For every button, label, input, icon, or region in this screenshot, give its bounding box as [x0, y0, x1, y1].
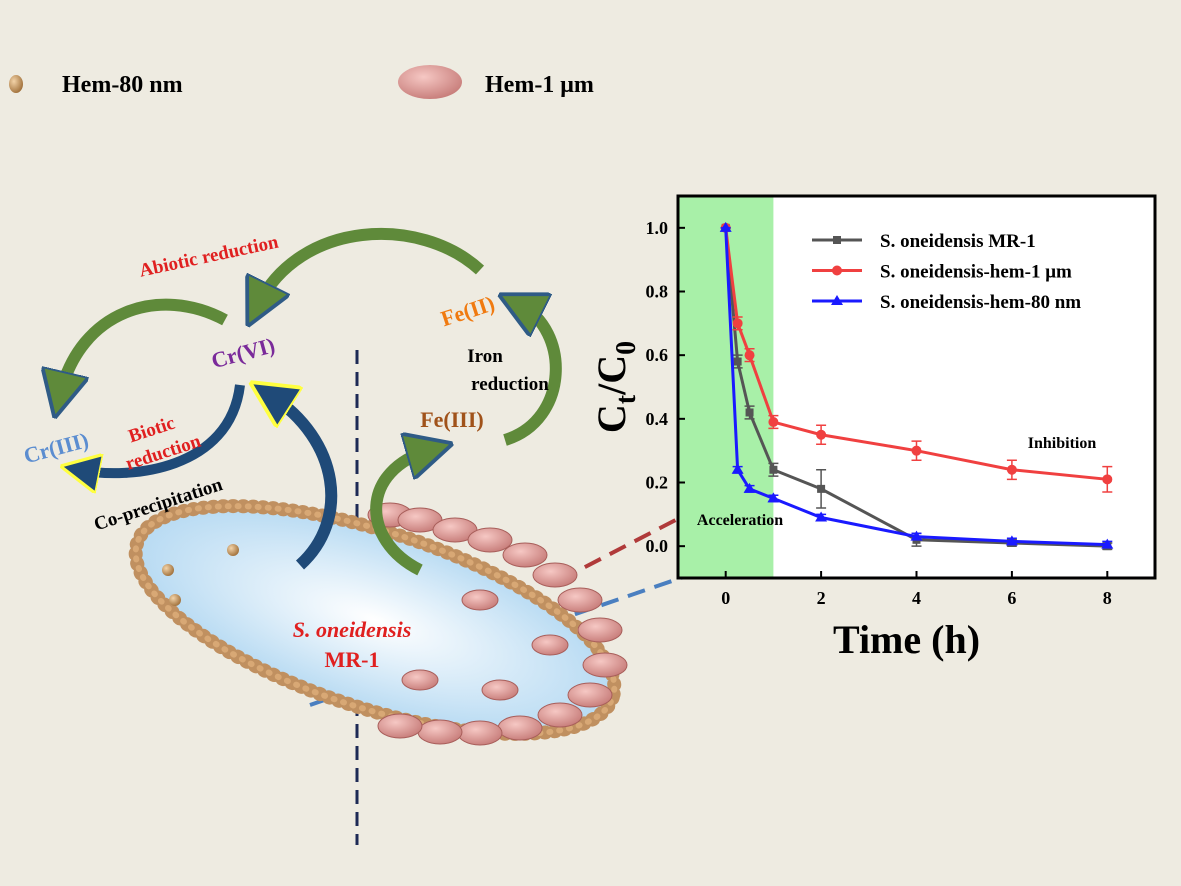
- point: [767, 492, 780, 503]
- plot-frame: [676, 194, 1157, 580]
- pink-icon: [398, 65, 462, 99]
- label-cell: MR-1: [325, 647, 380, 672]
- legend-label: Hem-1 μm: [485, 72, 594, 98]
- x-tick-label: 4: [912, 588, 921, 608]
- point: [731, 463, 744, 474]
- x-tick-label: 6: [1007, 588, 1016, 608]
- y-tick-label: 0.6: [646, 345, 669, 365]
- y-label-part: C: [589, 404, 634, 433]
- legend-symbol: [832, 265, 842, 276]
- y-tick-label: 0.2: [646, 473, 669, 493]
- legend-symbol: [831, 295, 843, 305]
- y-tick-label: 0.8: [646, 282, 669, 302]
- y-tick-label: 1.0: [646, 218, 669, 238]
- legend-marker: [832, 265, 842, 276]
- point: [1102, 474, 1113, 485]
- point: [769, 465, 778, 474]
- legend-label: S. oneidensis MR-1: [880, 231, 1036, 252]
- hematite-nano: [162, 544, 239, 606]
- label-abiotic: Abiotic reduction: [137, 232, 280, 282]
- point: [817, 484, 826, 493]
- label-fe3: Fe(III): [420, 407, 484, 432]
- label-iron: reduction: [471, 374, 549, 395]
- label-cell: S. oneidensis: [293, 617, 412, 642]
- point: [1006, 464, 1017, 475]
- cell: [128, 499, 622, 741]
- x-tick-label: 0: [721, 588, 730, 608]
- label-fe2: Fe(II): [438, 290, 498, 331]
- point: [910, 530, 923, 541]
- legend-label: S. oneidensis-hem-1 μm: [880, 262, 1072, 283]
- point: [745, 408, 754, 417]
- point: [733, 357, 742, 366]
- label-cr3: Cr(III): [21, 427, 91, 468]
- point: [911, 445, 922, 456]
- legend-label: S. oneidensis-hem-80 nm: [880, 292, 1081, 313]
- legend-marker: [833, 236, 841, 244]
- y-axis-label: Ct/C0: [589, 341, 642, 433]
- legend-marker: [831, 295, 843, 305]
- bead-icon: [9, 75, 23, 93]
- y-label-part: t: [611, 394, 642, 404]
- point: [816, 429, 827, 440]
- y-tick-label: 0.4: [646, 409, 669, 429]
- point: [768, 417, 779, 428]
- series-line: [724, 227, 1108, 481]
- point: [743, 482, 756, 493]
- zoom-line: [559, 456, 796, 582]
- annotation: Inhibition: [1028, 435, 1097, 452]
- label-cr6: Cr(VI): [209, 332, 278, 373]
- point: [744, 350, 755, 361]
- arrows: [60, 227, 562, 576]
- y-label-part: 0: [611, 341, 642, 355]
- highlight: [678, 196, 774, 578]
- annotation: Acceleration: [697, 512, 783, 529]
- y-tick-label: 0.0: [646, 536, 669, 556]
- point: [1005, 535, 1018, 546]
- label-iron: Iron: [467, 346, 503, 367]
- series-line: [724, 227, 1108, 548]
- legend-symbol: [833, 236, 841, 244]
- x-tick-label: 2: [817, 588, 826, 608]
- point: [719, 221, 732, 232]
- point: [815, 511, 828, 522]
- y-label-part: /C: [589, 355, 634, 396]
- x-axis-label: Time (h): [833, 617, 980, 662]
- point: [1101, 538, 1114, 549]
- legend-label: Hem-80 nm: [62, 72, 183, 98]
- point: [732, 318, 743, 329]
- x-tick-label: 8: [1103, 588, 1112, 608]
